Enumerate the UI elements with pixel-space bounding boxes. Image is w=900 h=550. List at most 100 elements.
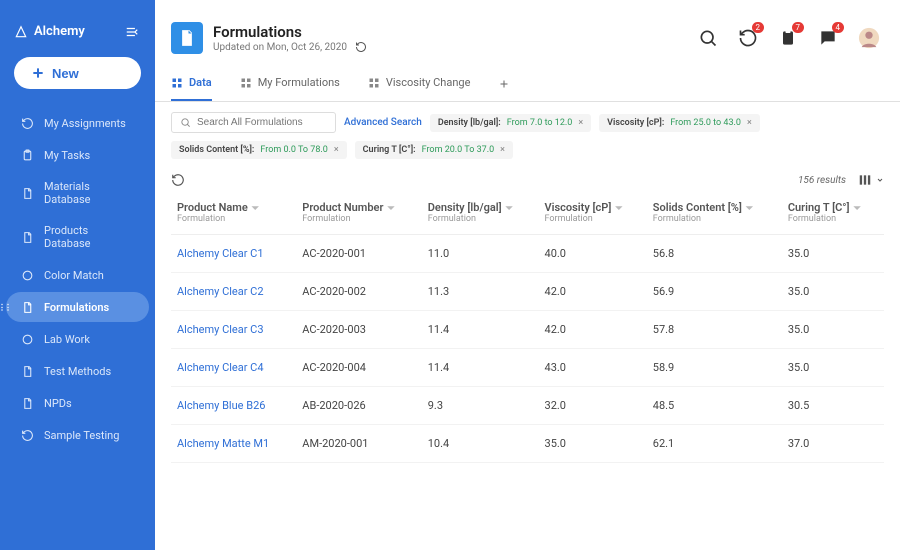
sidebar-item-label: Color Match [44, 269, 104, 282]
product-link[interactable]: Alchemy Clear C4 [177, 361, 264, 374]
filter-bar: Advanced Search Density [lb/gal]: From 7… [155, 102, 900, 165]
grid-icon [171, 77, 183, 89]
filter-chip[interactable]: Viscosity [cP]: From 25.0 to 43.0 × [599, 114, 760, 132]
sidebar-item-sample-testing[interactable]: Sample Testing [6, 420, 149, 450]
sidebar-nav: My AssignmentsMy TasksMaterials Database… [0, 107, 155, 451]
cell-curing: 35.0 [782, 235, 884, 273]
column-subtitle: Formulation [177, 214, 290, 224]
grid-icon [368, 77, 380, 89]
avatar[interactable] [858, 27, 880, 49]
refresh-table-icon[interactable] [171, 173, 185, 187]
sidebar-item-products-database[interactable]: Products Database [6, 216, 149, 258]
filter-icon[interactable]: ⏷ [746, 204, 753, 214]
column-title: Viscosity [cP] [545, 201, 612, 214]
activity-icon[interactable]: 2 [738, 28, 758, 48]
sidebar-item-label: Test Methods [44, 365, 111, 378]
cell-viscosity: 32.0 [539, 387, 647, 425]
product-link[interactable]: Alchemy Clear C3 [177, 323, 264, 336]
column-header[interactable]: Product Number⏷Formulation [296, 193, 421, 235]
sidebar-item-formulations[interactable]: Formulations [6, 292, 149, 322]
brand-row: Alchemy [0, 24, 155, 57]
column-header[interactable]: Viscosity [cP]⏷Formulation [539, 193, 647, 235]
advanced-search-link[interactable]: Advanced Search [344, 117, 422, 128]
remove-filter-icon[interactable]: × [578, 118, 583, 128]
filter-icon[interactable]: ⏷ [506, 204, 513, 214]
column-header[interactable]: Product Name⏷Formulation [171, 193, 296, 235]
refresh-page-icon[interactable] [355, 41, 367, 53]
column-header[interactable]: Density [lb/gal]⏷Formulation [422, 193, 539, 235]
product-link[interactable]: Alchemy Clear C1 [177, 247, 264, 260]
cell-curing: 30.5 [782, 387, 884, 425]
sidebar: Alchemy New My AssignmentsMy TasksMateri… [0, 0, 155, 550]
filter-value: From 20.0 To 37.0 [422, 145, 495, 155]
page-subtitle: Updated on Mon, Oct 26, 2020 [213, 42, 347, 53]
sidebar-item-my-tasks[interactable]: My Tasks [6, 140, 149, 170]
product-link[interactable]: Alchemy Clear C2 [177, 285, 264, 298]
cell-viscosity: 43.0 [539, 349, 647, 387]
tab-label: Data [189, 76, 212, 89]
filter-icon[interactable]: ⏷ [252, 204, 259, 214]
sidebar-item-label: Lab Work [44, 333, 90, 346]
filter-chip[interactable]: Density [lb/gal]: From 7.0 to 12.0 × [430, 114, 591, 132]
add-tab-button[interactable] [498, 68, 510, 100]
tab-my-formulations[interactable]: My Formulations [240, 66, 340, 101]
collapse-sidebar-icon[interactable] [123, 25, 141, 39]
messages-icon[interactable]: 4 [818, 28, 838, 48]
filter-icon[interactable]: ⏷ [387, 204, 394, 214]
cell-product-name: Alchemy Blue B26 [171, 387, 296, 425]
search-box[interactable] [171, 112, 336, 133]
cell-solids: 48.5 [647, 387, 782, 425]
layout-toggle[interactable] [858, 173, 884, 187]
product-link[interactable]: Alchemy Matte M1 [177, 437, 269, 450]
table-row: Alchemy Clear C4AC-2020-00411.443.058.93… [171, 349, 884, 387]
search-icon[interactable] [698, 28, 718, 48]
column-header[interactable]: Solids Content [%]⏷Formulation [647, 193, 782, 235]
header: Formulations Updated on Mon, Oct 26, 202… [155, 0, 900, 66]
cell-product-number: AM-2020-001 [296, 425, 421, 463]
remove-filter-icon[interactable]: × [500, 145, 505, 155]
sidebar-item-label: Formulations [44, 301, 109, 314]
tab-viscosity-change[interactable]: Viscosity Change [368, 66, 471, 101]
new-button[interactable]: New [14, 57, 141, 89]
tab-data[interactable]: Data [171, 66, 212, 101]
filter-name: Viscosity [cP]: [607, 118, 664, 128]
sidebar-item-npds[interactable]: NPDs [6, 388, 149, 418]
table-controls: 156 results [155, 165, 900, 193]
remove-filter-icon[interactable]: × [747, 118, 752, 128]
tabs: Data My Formulations Viscosity Change [155, 66, 900, 102]
column-title: Product Number [302, 201, 383, 214]
sidebar-item-test-methods[interactable]: Test Methods [6, 356, 149, 386]
page-title: Formulations [213, 23, 367, 41]
data-table: Product Name⏷FormulationProduct Number⏷F… [171, 193, 884, 463]
search-input[interactable] [197, 117, 327, 128]
filter-value: From 7.0 to 12.0 [507, 118, 573, 128]
activity-badge: 2 [752, 22, 765, 33]
column-subtitle: Formulation [788, 214, 878, 224]
filter-icon[interactable]: ⏷ [615, 204, 622, 214]
filter-name: Solids Content [%]: [179, 145, 254, 155]
filter-icon[interactable]: ⏷ [854, 204, 861, 214]
sidebar-item-color-match[interactable]: Color Match [6, 260, 149, 290]
cell-curing: 35.0 [782, 311, 884, 349]
table-row: Alchemy Matte M1AM-2020-00110.435.062.13… [171, 425, 884, 463]
cell-density: 11.4 [422, 311, 539, 349]
sidebar-item-label: Sample Testing [44, 429, 119, 442]
doc-icon [20, 186, 34, 200]
product-link[interactable]: Alchemy Blue B26 [177, 399, 265, 412]
remove-filter-icon[interactable]: × [334, 145, 339, 155]
cell-product-name: Alchemy Clear C3 [171, 311, 296, 349]
filter-chip[interactable]: Solids Content [%]: From 0.0 To 78.0 × [171, 141, 347, 159]
clipboard-icon[interactable]: 7 [778, 28, 798, 48]
filter-chip[interactable]: Curing T [C°]: From 20.0 To 37.0 × [355, 141, 513, 159]
circle-icon [20, 268, 34, 282]
refresh-icon [20, 116, 34, 130]
table-row: Alchemy Blue B26AB-2020-0269.332.048.530… [171, 387, 884, 425]
table-body: Alchemy Clear C1AC-2020-00111.040.056.83… [171, 235, 884, 463]
sidebar-item-lab-work[interactable]: Lab Work [6, 324, 149, 354]
sidebar-item-materials-database[interactable]: Materials Database [6, 172, 149, 214]
column-header[interactable]: Curing T [C°]⏷Formulation [782, 193, 884, 235]
cell-product-number: AB-2020-026 [296, 387, 421, 425]
clipboard-badge: 7 [792, 22, 805, 33]
sidebar-item-my-assignments[interactable]: My Assignments [6, 108, 149, 138]
page-subtitle-row: Updated on Mon, Oct 26, 2020 [213, 41, 367, 53]
